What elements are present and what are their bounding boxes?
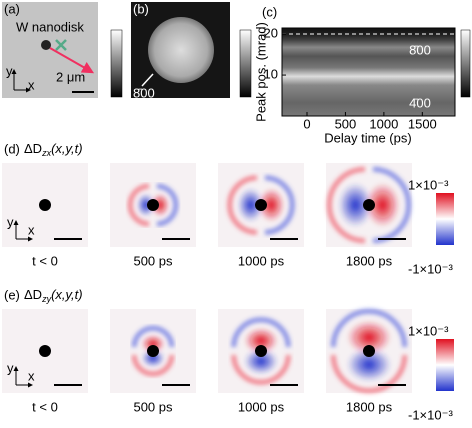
panel-label: (c) [262, 4, 277, 19]
axis-label: x [28, 222, 35, 237]
y-tick-label: 20 [264, 26, 278, 41]
colorbar [436, 339, 454, 391]
frame-label: 1000 ps [238, 253, 285, 268]
signal-pattern [227, 175, 295, 235]
axis-label: x [28, 368, 35, 383]
lobe [136, 193, 155, 217]
signal-pattern [326, 166, 412, 244]
colorbar [239, 29, 252, 98]
frame-label: 1000 ps [238, 399, 285, 414]
lobe [244, 348, 278, 375]
lobe [258, 188, 285, 222]
nanodisk [41, 40, 51, 50]
frame-label: 500 ps [133, 253, 173, 268]
cross-mark [55, 39, 67, 51]
nanodisk [255, 345, 267, 357]
frame-label: 1800 ps [346, 399, 393, 414]
signal-pattern [131, 325, 175, 377]
colorbar-min: -1×10⁻³ [408, 407, 453, 422]
lobe [365, 182, 400, 228]
ring [372, 166, 412, 244]
ring [326, 166, 366, 244]
axis-label: y [6, 63, 13, 78]
lobe [237, 188, 264, 222]
scale-label: 2 μm [56, 69, 85, 84]
x-tick-label: 0 [303, 116, 310, 131]
y-axis-label: Peak pos. (mrad) [253, 22, 268, 122]
nanodisk [363, 345, 375, 357]
lobe [346, 347, 392, 382]
signal-pattern [330, 308, 408, 394]
panel-title: ΔDzy(x,y,t) [24, 287, 83, 304]
x-tick-label: 500 [335, 116, 357, 131]
ring [131, 354, 175, 377]
heatmap [282, 28, 455, 116]
nanodisk [39, 345, 51, 357]
frame-row: t < 0 yx 500 ps 1000 ps 1800 ps [2, 163, 412, 268]
x-axis-label: Delay time (ps) [324, 130, 411, 145]
ring [127, 183, 150, 227]
frame-row: t < 0 yx 500 ps 1000 ps 1800 ps [2, 308, 412, 414]
annotation: W nanodisk [16, 19, 84, 34]
axis-label: x [28, 77, 35, 92]
colorbar-min: -1×10⁻³ [408, 261, 453, 276]
annotation: 8̄00 [133, 85, 155, 100]
ring [264, 175, 295, 235]
nanodisk [255, 199, 267, 211]
nanodisk [363, 199, 375, 211]
arrow [49, 47, 95, 74]
lobe [244, 327, 278, 354]
lobe [338, 182, 373, 228]
frame-label: 500 ps [133, 399, 173, 414]
lobe [346, 320, 392, 355]
frame-label: t < 0 [32, 399, 58, 414]
signal-pattern [127, 183, 179, 227]
peak-label: 4̄00 [409, 95, 431, 110]
frame-label: 1800 ps [346, 253, 393, 268]
lobe [141, 334, 165, 353]
arrow [141, 73, 154, 87]
panel-label: (a) [4, 1, 20, 16]
colorbar [460, 29, 471, 98]
ring [231, 317, 291, 348]
diffraction-disk [148, 17, 214, 83]
panel-label: (b) [133, 1, 149, 16]
sem-image [2, 2, 98, 98]
axis-label: y [7, 360, 14, 375]
nanodisk [147, 199, 159, 211]
y-tick-label: 10 [264, 67, 278, 82]
colorbar [110, 29, 123, 98]
ring [227, 175, 258, 235]
ring [330, 308, 408, 348]
nanodisk [147, 345, 159, 357]
panel-label: (e) [4, 287, 20, 302]
peak-label: 8̄00 [409, 42, 431, 57]
x-tick-label: 1500 [408, 116, 437, 131]
frame-label: t < 0 [32, 253, 58, 268]
colorbar [436, 193, 454, 245]
panel-label: (d) [4, 141, 20, 156]
colorbar-max: 1×10⁻³ [408, 323, 449, 338]
lobe [151, 193, 170, 217]
nanodisk [39, 199, 51, 211]
plot-frame [281, 27, 456, 117]
colorbar-max: 1×10⁻³ [408, 177, 449, 192]
ring [131, 325, 175, 348]
signal-pattern [231, 317, 291, 385]
x-tick-label: 1000 [369, 116, 398, 131]
ring [231, 354, 291, 385]
ring [156, 183, 179, 227]
lobe [141, 349, 165, 368]
ring [330, 354, 408, 394]
axis-label: y [7, 214, 14, 229]
panel-title: ΔDzx(x,y,t) [24, 141, 83, 158]
